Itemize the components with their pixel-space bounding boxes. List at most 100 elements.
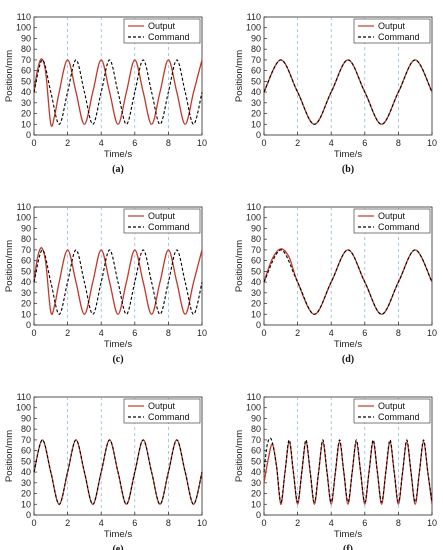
- y-tick-label: 20: [21, 489, 31, 499]
- y-tick-label: 40: [251, 87, 261, 97]
- y-tick-label: 30: [21, 478, 31, 488]
- y-tick-label: 0: [26, 510, 31, 520]
- panel-caption: (a): [112, 164, 124, 175]
- y-tick-label: 110: [17, 202, 31, 212]
- y-tick-label: 50: [21, 76, 31, 86]
- y-tick-label: 0: [26, 320, 31, 330]
- legend-label: Command: [148, 32, 190, 42]
- y-tick-label: 10: [21, 499, 31, 509]
- x-axis-label: Time/s: [334, 149, 362, 160]
- y-tick-label: 0: [256, 510, 261, 520]
- y-tick-label: 110: [247, 392, 261, 402]
- x-tick-label: 4: [99, 328, 104, 338]
- legend-box: [123, 398, 201, 424]
- y-tick-label: 10: [21, 309, 31, 319]
- x-tick-label: 4: [99, 138, 104, 148]
- x-tick-label: 6: [132, 518, 137, 528]
- series-line-command: [33, 249, 203, 315]
- y-tick-label: 70: [251, 55, 261, 65]
- y-axis-label: Position/mm: [234, 50, 245, 102]
- x-axis-label: Time/s: [104, 149, 132, 160]
- y-tick-label: 40: [21, 87, 31, 97]
- x-tick-label: 2: [295, 518, 300, 528]
- x-tick-label: 0: [31, 328, 36, 338]
- y-tick-label: 10: [21, 119, 31, 129]
- y-tick-label: 20: [21, 299, 31, 309]
- y-tick-label: 110: [17, 12, 31, 22]
- x-tick-label: 10: [427, 138, 437, 148]
- x-tick-label: 0: [261, 138, 266, 148]
- y-tick-label: 30: [21, 288, 31, 298]
- y-tick-label: 40: [21, 467, 31, 477]
- x-tick-label: 2: [295, 138, 300, 148]
- y-tick-label: 100: [246, 23, 261, 33]
- y-tick-label: 80: [251, 234, 261, 244]
- y-tick-label: 20: [251, 489, 261, 499]
- x-tick-label: 4: [329, 138, 334, 148]
- y-tick-label: 100: [16, 403, 31, 413]
- legend-label: Output: [378, 21, 406, 31]
- y-tick-label: 40: [21, 277, 31, 287]
- legend-label: Output: [378, 401, 406, 411]
- x-tick-label: 4: [329, 328, 334, 338]
- y-axis-label: Position/mm: [4, 430, 15, 482]
- y-tick-label: 30: [21, 98, 31, 108]
- series-line-command: [263, 59, 433, 125]
- legend-box: [353, 208, 431, 234]
- y-tick-label: 60: [251, 256, 261, 266]
- y-tick-label: 60: [21, 256, 31, 266]
- series-line-output: [33, 58, 203, 127]
- y-tick-label: 50: [251, 76, 261, 86]
- y-tick-label: 80: [21, 44, 31, 54]
- x-tick-label: 6: [362, 518, 367, 528]
- y-tick-label: 50: [251, 456, 261, 466]
- y-tick-label: 20: [21, 109, 31, 119]
- series-line-command: [263, 249, 433, 315]
- y-tick-label: 60: [251, 446, 261, 456]
- y-tick-label: 70: [251, 435, 261, 445]
- y-axis-label: Position/mm: [234, 430, 245, 482]
- y-tick-label: 50: [21, 266, 31, 276]
- y-tick-label: 80: [21, 424, 31, 434]
- y-tick-label: 100: [16, 23, 31, 33]
- y-tick-label: 0: [256, 320, 261, 330]
- x-tick-label: 0: [261, 328, 266, 338]
- y-tick-label: 90: [21, 223, 31, 233]
- y-tick-label: 10: [251, 309, 261, 319]
- x-axis-label: Time/s: [104, 529, 132, 540]
- y-tick-label: 100: [246, 403, 261, 413]
- x-axis-label: Time/s: [104, 339, 132, 350]
- legend-box: [123, 208, 201, 234]
- y-axis-label: Position/mm: [4, 240, 15, 292]
- x-tick-label: 2: [295, 328, 300, 338]
- x-tick-label: 10: [427, 328, 437, 338]
- legend-label: Command: [148, 222, 190, 232]
- series-line-output: [33, 247, 203, 316]
- panel-caption: (f): [343, 544, 353, 550]
- y-tick-label: 90: [251, 413, 261, 423]
- y-tick-label: 10: [251, 119, 261, 129]
- y-axis-label: Position/mm: [234, 240, 245, 292]
- y-axis-label: Position/mm: [4, 50, 15, 102]
- x-tick-label: 2: [65, 138, 70, 148]
- x-tick-label: 2: [65, 518, 70, 528]
- panel-caption: (b): [342, 164, 354, 175]
- y-tick-label: 100: [16, 213, 31, 223]
- legend-label: Command: [378, 412, 420, 422]
- y-tick-label: 110: [17, 392, 31, 402]
- x-tick-label: 10: [197, 138, 207, 148]
- y-tick-label: 70: [251, 245, 261, 255]
- legend-label: Output: [148, 211, 176, 221]
- y-tick-label: 80: [21, 234, 31, 244]
- legend-box: [123, 18, 201, 44]
- legend-label: Command: [378, 32, 420, 42]
- x-tick-label: 10: [427, 518, 437, 528]
- x-tick-label: 8: [166, 328, 171, 338]
- legend-label: Command: [378, 222, 420, 232]
- x-tick-label: 10: [197, 328, 207, 338]
- x-tick-label: 6: [362, 328, 367, 338]
